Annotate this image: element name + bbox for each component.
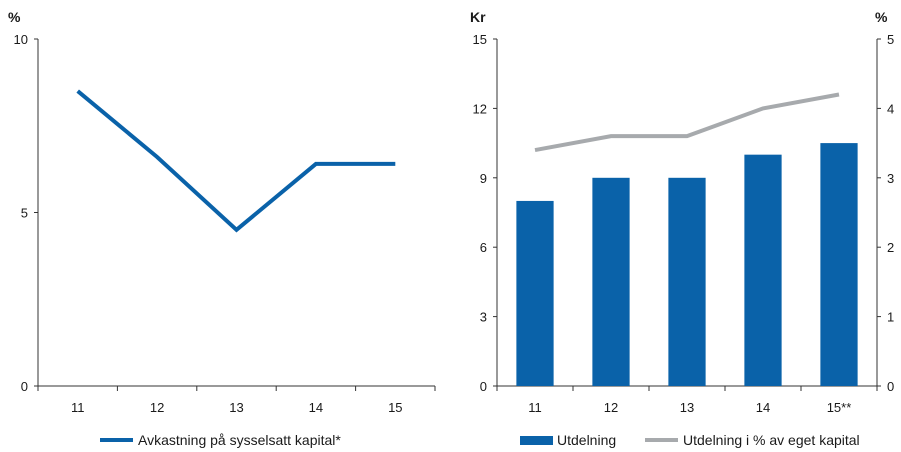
right-y2-tick-label: 2: [887, 240, 894, 255]
right-y-unit: Kr: [470, 9, 486, 25]
right-x-axis: 11 12 13 14 15**: [496, 385, 878, 415]
left-y-tick-label: 0: [21, 379, 28, 394]
left-series-line: [76, 89, 396, 233]
right-y-tick-label: 12: [473, 101, 487, 116]
left-x-tick-label: 11: [71, 400, 85, 415]
right-y2-tick-label: 4: [887, 101, 894, 116]
right-y2-tick-label: 3: [887, 171, 894, 186]
right-bar: [744, 154, 782, 386]
right-y-tick-label: 6: [480, 240, 487, 255]
right-bars: [516, 143, 858, 386]
left-y-axis: 0 5 10: [14, 32, 39, 394]
right-y2-tick-label: 0: [887, 379, 894, 394]
right-series-line: [534, 92, 840, 153]
left-x-tick-label: 15: [388, 400, 402, 415]
right-y-axis: 0 3 6 9 12 15: [473, 32, 498, 394]
right-y2-unit: %: [875, 9, 888, 25]
left-plot-area: [76, 89, 396, 233]
right-x-tick-label: 11: [528, 400, 542, 415]
left-legend: Avkastning på sysselsatt kapital*: [100, 432, 341, 448]
left-x-axis: 11 12 13 14 15: [37, 385, 436, 415]
left-y-tick-label: 10: [14, 32, 28, 47]
right-line-series: [534, 92, 840, 153]
left-legend-label: Avkastning på sysselsatt kapital*: [138, 432, 341, 448]
right-y-tick-label: 9: [480, 171, 487, 186]
right-y-tick-label: 0: [480, 379, 487, 394]
right-x-tick-label: 13: [680, 400, 694, 415]
right-legend-line-label: Utdelning i % av eget kapital: [683, 432, 860, 448]
right-x-tick-label: 15**: [827, 400, 852, 415]
left-chart: % 0 5 10 11 12 13 14 15 Avkastning på sysselsa…: [8, 9, 436, 448]
left-x-tick-label: 13: [229, 400, 243, 415]
right-y-tick-label: 3: [480, 310, 487, 325]
right-bar: [516, 200, 554, 386]
right-legend: Utdelning Utdelning i % av eget kapital: [520, 432, 860, 448]
right-bar: [668, 177, 706, 386]
left-y-tick-label: 5: [21, 206, 28, 221]
right-y2-axis: 0 1 2 3 4 5: [876, 32, 894, 394]
right-x-tick-label: 14: [756, 400, 770, 415]
right-y-tick-label: 15: [473, 32, 487, 47]
right-x-tick-label: 12: [604, 400, 618, 415]
right-legend-bar-label: Utdelning: [557, 432, 616, 448]
right-y2-tick-label: 1: [887, 310, 894, 325]
left-x-tick-label: 12: [150, 400, 164, 415]
left-x-tick-label: 14: [309, 400, 323, 415]
right-bar: [592, 177, 630, 386]
right-bar: [820, 143, 858, 386]
right-legend-bar-swatch: [520, 436, 553, 445]
right-y2-tick-label: 5: [887, 32, 894, 47]
left-y-unit: %: [8, 9, 21, 25]
